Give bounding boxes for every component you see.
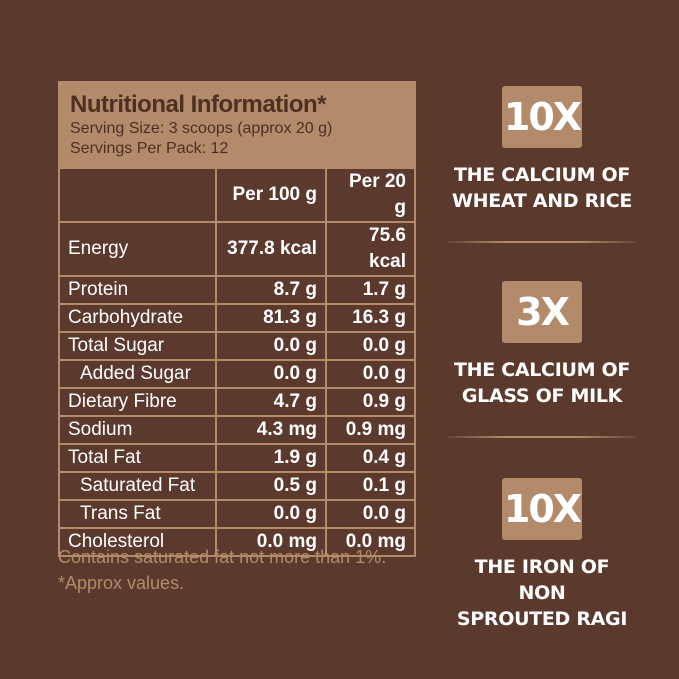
table-row: Cholesterol 0.0 mg 0.0 mg [60,527,414,555]
column-header-per-20g: Per 20 g [324,169,414,223]
table-row: Total Sugar 0.0 g 0.0 g [60,331,414,361]
value-per-20g: 16.3 g [324,303,414,333]
claim-badge: 10X [502,86,582,148]
nutrient-name: Carbohydrate [60,303,217,333]
claim-badge: 10X [502,478,582,540]
divider [448,241,636,243]
servings-per-pack: Servings Per Pack: 12 [70,140,229,157]
nutrition-header: Nutritional Information* Serving Size: 3… [60,83,414,169]
claim-text: THE CALCIUM OF WHEAT AND RICE [448,162,636,214]
value-per-100g: 0.0 g [214,499,327,529]
nutrient-name: Dietary Fibre [60,387,217,417]
value-per-100g: 1.9 g [214,443,327,473]
value-per-20g: 0.0 mg [324,527,414,555]
nutrient-name: Energy [60,221,217,277]
table-row: Trans Fat 0.0 g 0.0 g [60,499,414,529]
value-per-20g: 0.0 g [324,499,414,529]
nutrient-name: Cholesterol [60,527,217,555]
column-header-per-100g: Per 100 g [214,169,327,223]
value-per-20g: 0.0 g [324,331,414,361]
value-per-100g: 8.7 g [214,275,327,305]
table-row: Dietary Fibre 4.7 g 0.9 g [60,387,414,417]
value-per-20g: 75.6 kcal [324,221,414,277]
table-header-row: Per 100 g Per 20 g [60,169,414,223]
value-per-20g: 0.0 g [324,359,414,389]
value-per-100g: 0.0 mg [214,527,327,555]
value-per-100g: 81.3 g [214,303,327,333]
nutrient-name: Total Sugar [60,331,217,361]
table-row: Total Fat 1.9 g 0.4 g [60,443,414,473]
value-per-20g: 0.1 g [324,471,414,501]
claim-calcium-milk: 3X THE CALCIUM OF GLASS OF MILK [448,281,636,409]
serving-size: Serving Size: 3 scoops (approx 20 g) [70,120,333,137]
nutrition-title: Nutritional Information* [70,91,326,118]
value-per-20g: 0.9 mg [324,415,414,445]
nutrient-name: Trans Fat [60,499,217,529]
table-row: Carbohydrate 81.3 g 16.3 g [60,303,414,333]
nutrition-table: Per 100 g Per 20 g Energy 377.8 kcal 75.… [60,169,414,555]
nutrient-name: Saturated Fat [60,471,217,501]
table-row: Sodium 4.3 mg 0.9 mg [60,415,414,445]
footnote-saturated-fat: Contains saturated fat not more than 1%. [58,547,387,567]
footnote-approx-values: *Approx values. [58,573,185,593]
value-per-100g: 4.7 g [214,387,327,417]
claim-line: GLASS OF MILK [461,385,623,407]
claim-iron-ragi: 10X THE IRON OF NON SPROUTED RAGI [448,478,636,632]
table-row: Added Sugar 0.0 g 0.0 g [60,359,414,389]
nutrient-name: Added Sugar [60,359,217,389]
claim-line: WHEAT AND RICE [451,190,633,212]
claim-line: THE CALCIUM OF [453,359,631,381]
claim-text: THE CALCIUM OF GLASS OF MILK [448,357,636,409]
claim-line: THE CALCIUM OF [453,164,631,186]
nutrition-panel: Nutritional Information* Serving Size: 3… [58,81,416,557]
claim-line: THE IRON OF NON [474,556,610,604]
claim-calcium-wheat-rice: 10X THE CALCIUM OF WHEAT AND RICE [448,86,636,214]
nutrient-name: Total Fat [60,443,217,473]
value-per-100g: 0.5 g [214,471,327,501]
value-per-100g: 0.0 g [214,359,327,389]
claim-text: THE IRON OF NON SPROUTED RAGI [448,554,636,632]
claim-badge: 3X [502,281,582,343]
nutrient-name: Sodium [60,415,217,445]
value-per-100g: 4.3 mg [214,415,327,445]
value-per-100g: 0.0 g [214,331,327,361]
value-per-20g: 1.7 g [324,275,414,305]
nutrient-name: Protein [60,275,217,305]
value-per-100g: 377.8 kcal [214,221,327,277]
value-per-20g: 0.9 g [324,387,414,417]
table-row: Protein 8.7 g 1.7 g [60,275,414,305]
divider [448,436,636,438]
column-header-nutrient [60,169,217,223]
value-per-20g: 0.4 g [324,443,414,473]
claim-line: SPROUTED RAGI [456,608,628,630]
table-row: Saturated Fat 0.5 g 0.1 g [60,471,414,501]
table-row: Energy 377.8 kcal 75.6 kcal [60,221,414,277]
